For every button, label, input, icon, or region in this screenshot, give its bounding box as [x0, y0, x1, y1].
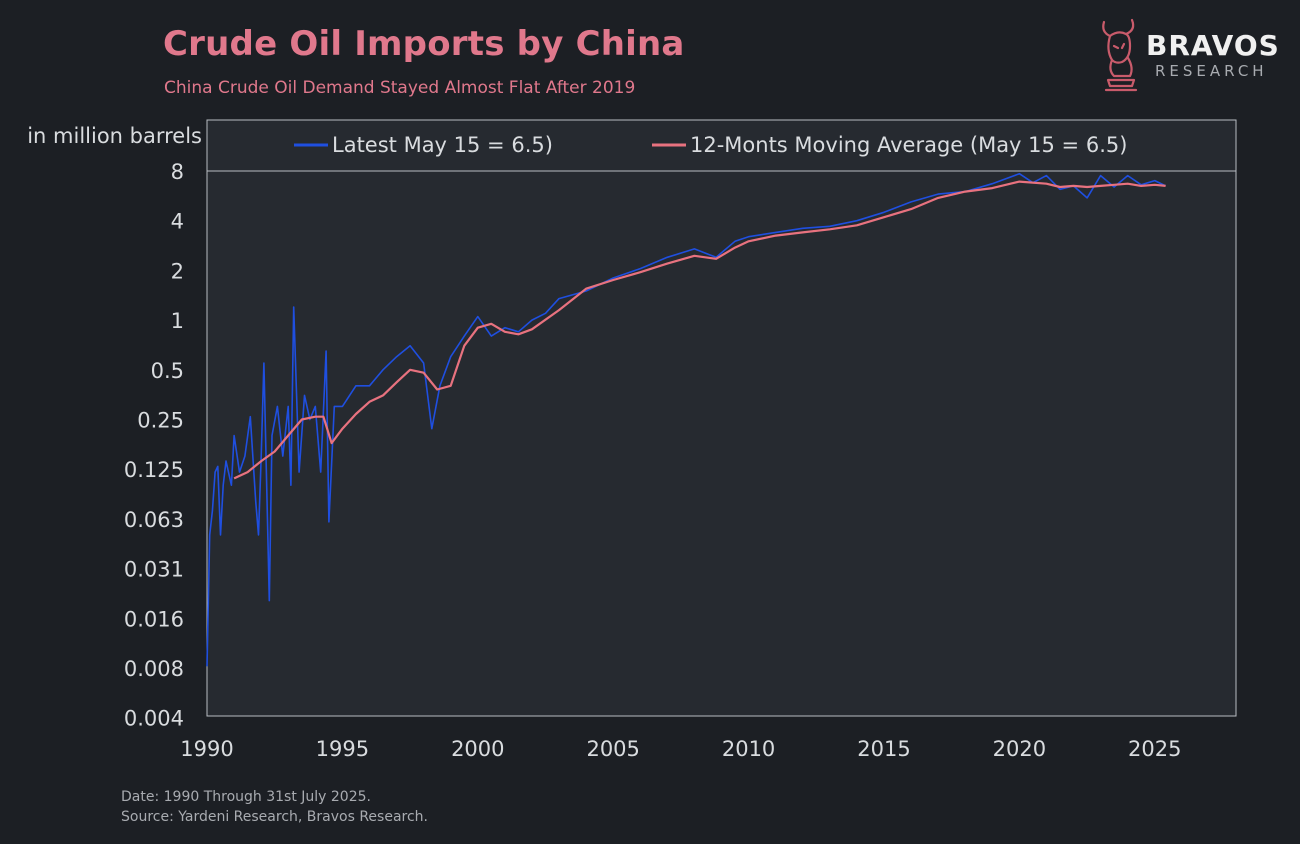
y-tick-label: 8	[171, 160, 184, 184]
x-tick-label: 2025	[1128, 737, 1181, 761]
y-tick-label: 0.016	[124, 607, 184, 631]
chart-subtitle: China Crude Oil Demand Stayed Almost Fla…	[164, 78, 636, 98]
x-tick-label: 1990	[180, 737, 233, 761]
x-tick-label: 1995	[316, 737, 369, 761]
date-note: Date: 1990 Through 31st July 2025.	[121, 789, 371, 805]
brand-subtitle: RESEARCH	[1155, 62, 1268, 80]
y-tick-label: 0.063	[124, 508, 184, 532]
y-tick-label: 0.125	[124, 458, 184, 482]
y-tick-label: 4	[171, 210, 184, 234]
x-tick-label: 2000	[451, 737, 504, 761]
y-tick-label: 0.25	[137, 409, 184, 433]
source-note: Source: Yardeni Research, Bravos Researc…	[121, 809, 428, 825]
y-tick-label: 0.5	[151, 359, 184, 383]
series-line-moving-average	[233, 180, 1166, 480]
y-tick-label: 2	[171, 259, 184, 283]
plot-frame	[206, 119, 1237, 717]
y-tick-label: 0.008	[124, 657, 184, 681]
x-tick-label: 2020	[993, 737, 1046, 761]
legend-label: Latest May 15 = 6.5)	[332, 133, 553, 157]
legend-label: 12-Monts Moving Average (May 15 = 6.5)	[690, 133, 1127, 157]
brand-name: BRAVOS	[1146, 29, 1280, 62]
x-tick-label: 2015	[857, 737, 910, 761]
y-tick-label: 1	[171, 309, 184, 333]
chart-title: Crude Oil Imports by China	[163, 24, 685, 64]
y-tick-label: 0.031	[124, 558, 184, 582]
x-tick-label: 2010	[722, 737, 775, 761]
brand-logo: BRAVOS RESEARCH	[1096, 16, 1286, 96]
x-tick-label: 2005	[586, 737, 639, 761]
bull-knight-icon	[1102, 18, 1138, 92]
y-tick-label: 0.004	[124, 707, 184, 731]
y-axis-label: in million barrels	[27, 124, 202, 148]
